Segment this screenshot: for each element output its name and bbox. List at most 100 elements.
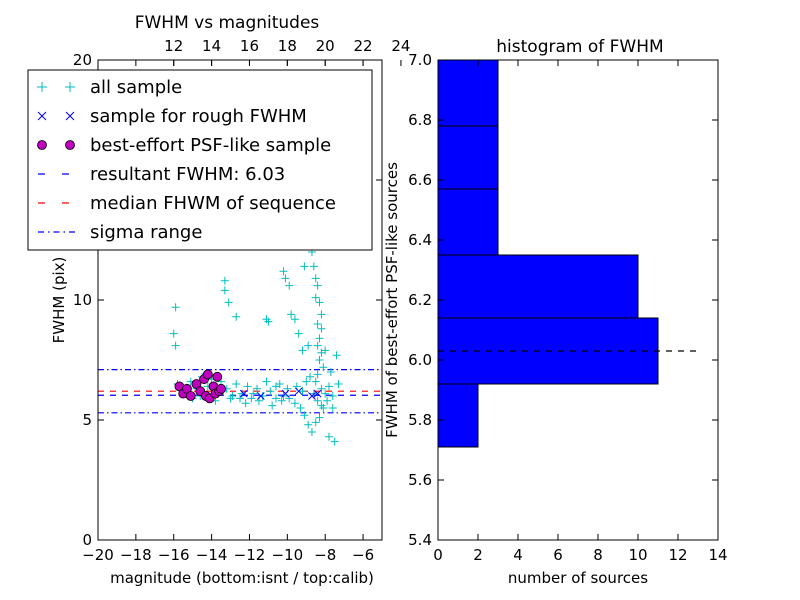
histogram-x-ticks: 0 2 4 6 8 10 12 14 [433, 60, 728, 564]
all-sample-point [326, 368, 335, 376]
scatter-x-tick-label: −6 [352, 546, 374, 564]
legend-handles [37, 82, 76, 233]
scatter-x-tick-label: −10 [272, 546, 304, 564]
legend-label-all-sample: all sample [90, 77, 182, 98]
all-sample-point [315, 356, 324, 364]
all-sample-point [271, 382, 280, 391]
scatter-title: FWHM vs magnitudes [135, 13, 320, 33]
scatter-y-tick-label: 10 [73, 291, 92, 309]
scatter-top-tick-label: 24 [391, 37, 410, 55]
scatter-marks [169, 228, 343, 446]
legend-label-rough-fwhm: sample for rough FWHM [90, 106, 307, 127]
all-sample-point [258, 392, 267, 400]
scatter-x-label: magnitude (bottom:isnt / top:calib) [110, 569, 374, 587]
all-sample-point [300, 262, 309, 271]
all-sample-point [296, 404, 305, 412]
all-sample-point [315, 413, 324, 422]
all-sample-point [241, 399, 250, 408]
rough-fwhm-point [256, 392, 265, 400]
psf-sample-point [216, 383, 226, 394]
all-sample-point [169, 329, 178, 338]
scatter-panel: −20−18−16−14−12−10−8−6 05101520 12141618… [27, 13, 410, 587]
all-sample-point [298, 387, 307, 396]
scatter-legend: all sample sample for rough FWHM best-ef… [27, 69, 373, 251]
all-sample-point [268, 401, 277, 410]
all-sample-point [315, 298, 324, 307]
all-sample-point [319, 363, 328, 372]
all-sample-point [332, 351, 341, 360]
histogram-x-label: number of sources [508, 569, 648, 587]
scatter-top-tick-label: 20 [316, 37, 335, 55]
histogram-y-tick-label: 6.8 [408, 111, 432, 129]
psf-sample-point [185, 391, 196, 401]
all-sample-point [321, 389, 330, 398]
histogram-y-label: FWHM of best-effort PSF-like sources [383, 162, 401, 438]
psf-sample-point [202, 369, 213, 380]
histogram-bar [437, 383, 479, 448]
all-sample-point [271, 394, 280, 403]
histogram-y-tick-label: 5.8 [408, 411, 432, 429]
histogram-y-ticks: 5.4 5.6 5.8 6.0 6.2 6.4 6.6 6.8 7.0 [408, 51, 718, 549]
all-sample-point [266, 387, 275, 396]
all-sample-point [313, 281, 322, 290]
all-sample-point [220, 276, 229, 285]
all-sample-point [171, 341, 180, 350]
scatter-x-tick-label: −14 [196, 546, 228, 564]
all-sample-point [285, 281, 294, 290]
all-sample-point [232, 312, 241, 321]
legend-label-psf-sample: best-effort PSF-like sample [90, 135, 331, 156]
histogram-x-tick-label: 4 [513, 546, 523, 564]
legend-rough-fwhm-marker [65, 111, 75, 121]
histogram-bars [437, 59, 659, 448]
legend-all-sample-marker [37, 82, 47, 92]
histogram-y-tick-label: 7.0 [408, 51, 432, 69]
scatter-top-tick-label: 22 [354, 37, 373, 55]
all-sample-point [311, 377, 320, 386]
all-sample-point [309, 262, 318, 271]
all-sample-point [306, 372, 315, 381]
all-sample-point [307, 428, 316, 436]
all-sample-point [290, 399, 299, 408]
all-sample-point [285, 394, 294, 403]
rough-fwhm-point [294, 387, 303, 396]
rough-fwhm-point [281, 389, 290, 398]
histogram-y-tick-label: 5.4 [408, 531, 432, 549]
all-sample-point [226, 394, 235, 403]
histogram-y-tick-label: 6.2 [408, 291, 432, 309]
histogram-title: histogram of FWHM [496, 37, 663, 57]
rough-fwhm-point [239, 389, 248, 398]
all-sample-point [304, 341, 313, 350]
all-sample-point [311, 293, 320, 302]
legend-psf-sample-marker [37, 140, 47, 150]
all-sample-point [247, 394, 256, 403]
scatter-x-ticks: −20 −18 −16 −14 −12 −10 −8 −6 [82, 60, 374, 564]
all-sample-point [328, 392, 337, 400]
all-sample-point [321, 346, 330, 355]
all-sample-point [311, 274, 320, 283]
histogram-x-tick-label: 10 [628, 546, 647, 564]
all-sample-point [243, 382, 252, 391]
scatter-top-tick-label: 18 [278, 37, 297, 55]
histogram-x-tick-label: 12 [668, 546, 687, 564]
scatter-x-tick-label: −16 [158, 546, 190, 564]
scatter-y-label: FWHM (pix) [50, 257, 68, 344]
all-sample-point [313, 370, 322, 379]
all-sample-point [324, 432, 333, 441]
legend-label-sigma-range: sigma range [90, 222, 202, 243]
histogram-x-tick-label: 8 [593, 546, 603, 564]
histogram-x-tick-label: 2 [473, 546, 483, 564]
all-sample-point [298, 346, 307, 355]
histogram-y-tick-label: 6.6 [408, 171, 432, 189]
all-sample-point [313, 396, 322, 405]
scatter-y-tick-label: 0 [82, 531, 92, 549]
all-sample-point [264, 317, 273, 326]
all-sample-point [313, 341, 322, 350]
legend-label-resultant-fwhm: resultant FWHM: 6.03 [90, 164, 285, 185]
all-sample-point [317, 324, 326, 333]
all-sample-point [304, 420, 313, 429]
scatter-x-tick-label: −8 [314, 546, 336, 564]
histogram-y-tick-label: 5.6 [408, 471, 432, 489]
all-sample-point [236, 394, 244, 403]
all-sample-point [317, 310, 326, 319]
